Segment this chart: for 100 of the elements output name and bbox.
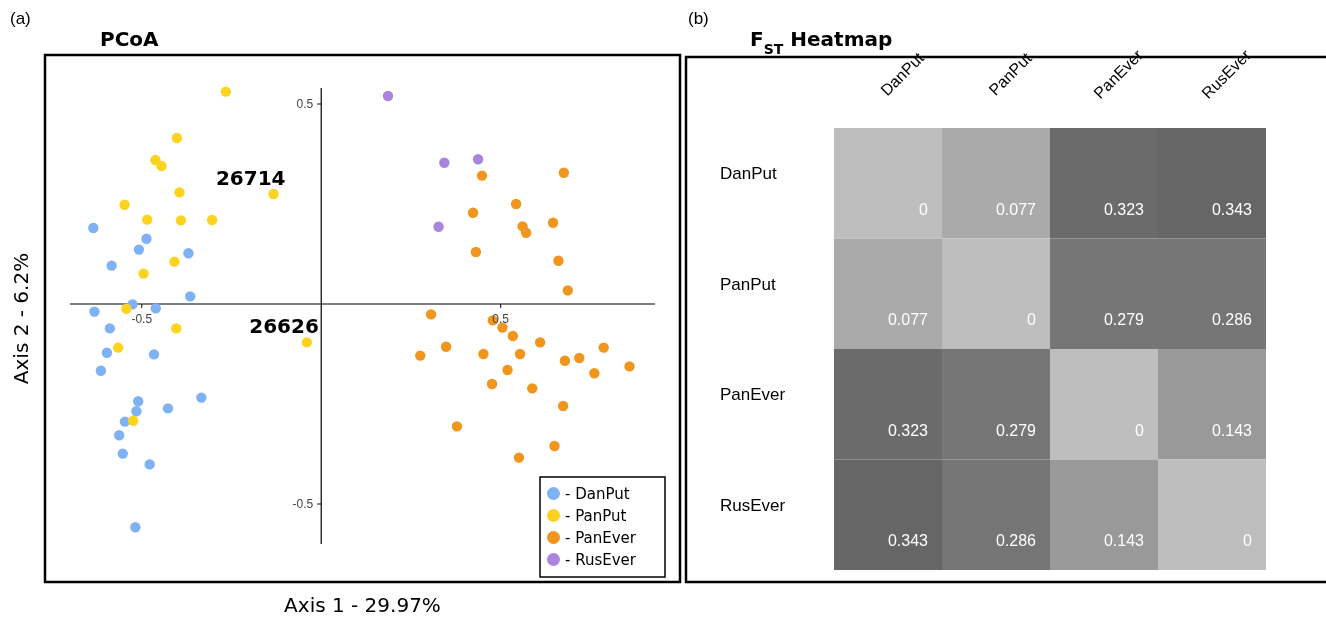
y-tick-label: PanPut (720, 274, 777, 294)
point (598, 342, 609, 353)
point (574, 352, 585, 364)
annotation: 26626 (249, 314, 319, 339)
point (156, 160, 167, 172)
point (440, 341, 452, 352)
point (206, 214, 218, 226)
point (121, 303, 132, 314)
point (104, 323, 116, 334)
point (141, 233, 152, 244)
data-label: 0.286 (1211, 311, 1253, 328)
point (88, 222, 99, 234)
chart-title: F$_{ST}$ Heatmap (750, 27, 893, 57)
point (185, 291, 196, 302)
point (527, 383, 538, 394)
point (106, 260, 117, 271)
point (141, 214, 153, 225)
data-label: 0.343 (887, 532, 929, 549)
point (89, 306, 100, 317)
point (547, 217, 559, 228)
point (433, 221, 444, 232)
data-label: 0.143 (1211, 421, 1253, 439)
point (95, 365, 107, 376)
y-tick-label: PanEver (720, 385, 786, 404)
data-label: 0.077 (995, 200, 1037, 218)
point (507, 330, 519, 342)
point (174, 187, 185, 198)
point (382, 90, 394, 102)
legend-label: - PanEver (565, 529, 637, 547)
text: (b) (688, 9, 709, 28)
legend-label: - DanPut (565, 485, 630, 503)
point (562, 285, 573, 296)
point (553, 255, 564, 266)
point (162, 403, 174, 414)
data-label: 0 (919, 200, 929, 218)
point (138, 268, 149, 279)
point (175, 215, 187, 226)
point (127, 415, 139, 426)
data-label: 0.279 (995, 421, 1037, 439)
annotation: 26714 (215, 166, 286, 190)
data-label: 0.143 (1103, 532, 1145, 549)
point (113, 430, 125, 441)
point (268, 188, 279, 200)
data-label: 0.077 (887, 311, 929, 328)
y-tick-label: DanPut (720, 164, 777, 183)
point (470, 246, 482, 258)
point (132, 396, 144, 407)
text: (a) (10, 9, 31, 28)
point (425, 309, 437, 320)
point (150, 303, 161, 314)
point (119, 199, 130, 210)
point (549, 440, 560, 452)
point (514, 348, 526, 360)
point (415, 350, 426, 361)
point (589, 368, 600, 379)
point (148, 349, 160, 360)
point (131, 406, 142, 417)
point (133, 244, 145, 255)
point (502, 364, 513, 376)
data-label: 0.343 (1211, 200, 1253, 218)
point (557, 400, 569, 412)
point (558, 167, 570, 178)
point (534, 337, 546, 348)
point (520, 227, 532, 238)
point (169, 256, 180, 267)
point (510, 198, 522, 210)
legend-label: - RusEver (565, 551, 637, 569)
point (150, 154, 161, 166)
point (478, 348, 489, 360)
data-label: 0.323 (1103, 200, 1145, 218)
point (559, 355, 571, 366)
point (171, 323, 182, 334)
point (144, 459, 155, 470)
point (467, 207, 479, 218)
data-label: 0.286 (995, 532, 1037, 549)
point (196, 392, 207, 403)
point (101, 347, 113, 358)
point (183, 248, 194, 259)
y-axis-title: Axis 2 - 6.2% (9, 252, 33, 385)
point (476, 170, 488, 181)
point (451, 421, 463, 432)
point (220, 86, 231, 97)
y-tick-label: RusEver (720, 495, 786, 515)
point (112, 342, 124, 353)
point (472, 154, 484, 165)
data-label: 0 (1027, 311, 1037, 328)
x-axis-title: Axis 1 - 29.97% (284, 593, 441, 617)
data-label: 0 (1243, 532, 1253, 549)
data-label: 0 (1135, 421, 1145, 439)
point (486, 378, 498, 390)
legend-label: - PanPut (565, 507, 627, 525)
point (171, 132, 183, 144)
point (624, 361, 635, 372)
point (513, 452, 525, 463)
point (301, 337, 313, 348)
point (117, 448, 128, 459)
chart-title: PCoA (100, 27, 160, 51)
data-label: 0.323 (887, 421, 929, 439)
point (439, 157, 450, 168)
data-label: 0.279 (1103, 311, 1145, 328)
